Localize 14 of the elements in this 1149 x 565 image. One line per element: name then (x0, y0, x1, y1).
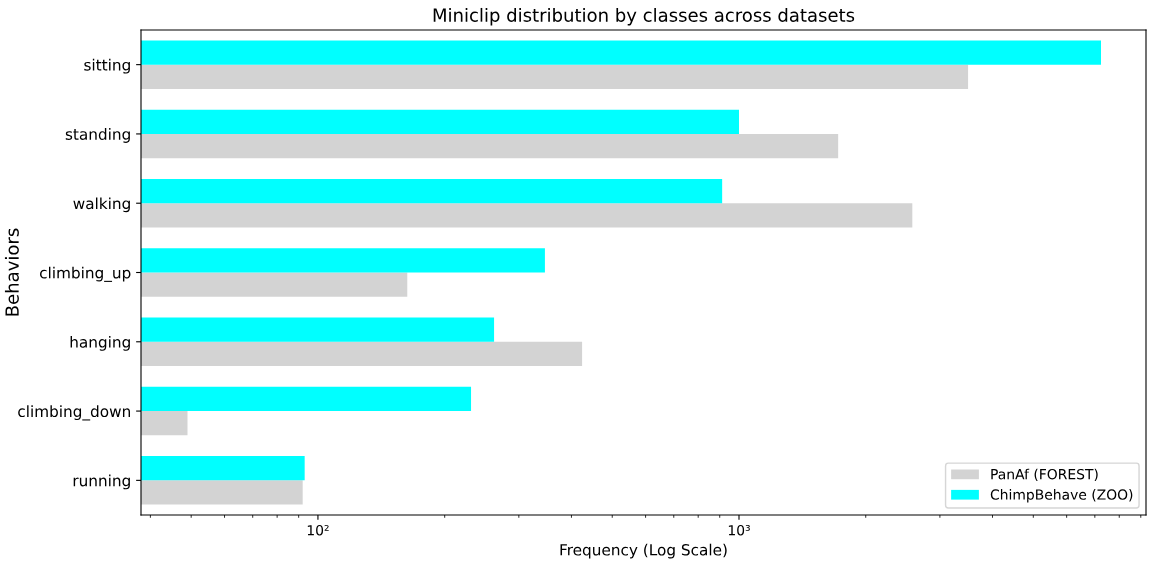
y-tick-label: sitting (84, 58, 130, 74)
legend-label: PanAf (FOREST) (991, 468, 1098, 482)
x-axis-title: Frequency (Log Scale) (560, 543, 727, 559)
y-tick-label: standing (65, 128, 130, 143)
x-tick-label: 10³ (728, 524, 750, 536)
y-tick-label: walking (73, 197, 130, 213)
y-tick-label: climbing_down (18, 405, 130, 421)
x-tick-label: 10² (307, 524, 329, 536)
y-axis-title: Behaviors (4, 228, 19, 316)
legend-label: ChimpBehave (ZOO) (990, 489, 1133, 503)
chart-title: Miniclip distribution by classes across datasets (433, 7, 855, 26)
y-tick-label: climbing_up (40, 266, 131, 282)
y-tick-label: running (73, 474, 130, 490)
y-tick-label: hanging (70, 335, 130, 351)
